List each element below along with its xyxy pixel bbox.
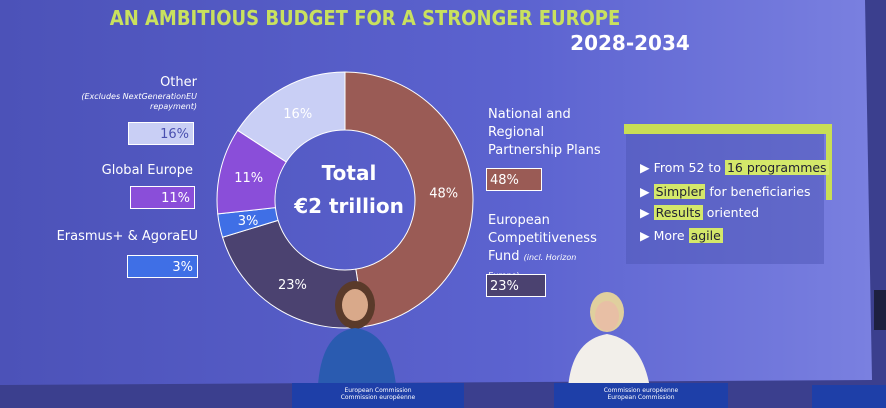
highlight-bar bbox=[624, 124, 832, 134]
person-body bbox=[318, 328, 396, 385]
bullet-text: Simpler bbox=[653, 184, 706, 199]
slice-label: 48% bbox=[429, 186, 458, 201]
category-label: Other (Excludes NextGenerationEU repaymen… bbox=[60, 74, 197, 112]
podium bbox=[812, 385, 886, 408]
bullet-text: 16 programmes bbox=[724, 160, 829, 175]
bullet-text: Results bbox=[653, 205, 703, 220]
slice-label: 16% bbox=[283, 107, 312, 122]
bullet: ▶ Simpler for beneficiaries bbox=[640, 184, 811, 199]
bullet-arrow: ▶ bbox=[640, 160, 654, 175]
slice-label: 23% bbox=[278, 278, 307, 293]
category-label: Global Europe bbox=[101, 163, 193, 178]
podium-text: Commission européenne European Commission bbox=[554, 387, 728, 401]
slice-label: 11% bbox=[234, 171, 263, 186]
category-text: Other bbox=[160, 75, 197, 90]
podium-line: European Commission bbox=[607, 394, 675, 401]
category-label: National and Regional Partnership Plans bbox=[488, 107, 601, 158]
legend-box: 16% bbox=[128, 122, 194, 145]
bullet-arrow: ▶ bbox=[640, 205, 654, 220]
category-text: European Competitiveness Fund bbox=[488, 213, 597, 264]
annotation: (Excludes NextGenerationEU repayment) bbox=[81, 92, 197, 111]
bullet-text: for beneficiaries bbox=[705, 184, 811, 199]
category-label: Erasmus+ & AgoraEU bbox=[56, 229, 198, 244]
slice bbox=[236, 71, 346, 163]
podium bbox=[554, 383, 728, 408]
legend-box: 48% bbox=[486, 168, 542, 191]
legend-box: 3% bbox=[127, 255, 198, 278]
podium-line: Commission européenne bbox=[340, 394, 416, 401]
donut: 48% 23% 3% 11% 16% bbox=[216, 71, 474, 329]
bullet-box bbox=[626, 134, 824, 264]
center-label: Total bbox=[322, 161, 377, 185]
bullet: ▶ From 52 to 16 programmes bbox=[640, 160, 829, 175]
person-face bbox=[595, 301, 619, 331]
person-face bbox=[342, 289, 368, 321]
bullet-arrow: ▶ bbox=[640, 228, 654, 243]
slice bbox=[221, 219, 366, 329]
bullet-text: From 52 to bbox=[653, 160, 725, 175]
legend-box: 23% bbox=[486, 274, 546, 297]
podium-text: European Commission Commission européenne bbox=[292, 387, 464, 401]
bullet: ▶ Results oriented bbox=[640, 205, 759, 220]
bullet-arrow: ▶ bbox=[640, 184, 654, 199]
podium-line: European Commission bbox=[344, 387, 412, 394]
bullet-text: More bbox=[653, 228, 689, 243]
legend-box: 11% bbox=[130, 186, 195, 209]
person-body bbox=[568, 334, 650, 388]
highlight-bar bbox=[826, 124, 832, 200]
subtitle: 2028-2034 bbox=[570, 31, 690, 55]
bullet-text: oriented bbox=[702, 205, 760, 220]
slice bbox=[344, 71, 474, 328]
bullet-text: agile bbox=[688, 228, 723, 243]
side-screen bbox=[874, 290, 886, 330]
title: AN AMBITIOUS BUDGET FOR A STRONGER EUROP… bbox=[110, 6, 620, 30]
bullet: ▶ More agile bbox=[640, 228, 723, 243]
podium bbox=[292, 383, 464, 408]
podium-line: Commission européenne bbox=[603, 387, 679, 394]
slice-label: 3% bbox=[238, 214, 259, 229]
center-label: €2 trillion bbox=[293, 194, 404, 218]
